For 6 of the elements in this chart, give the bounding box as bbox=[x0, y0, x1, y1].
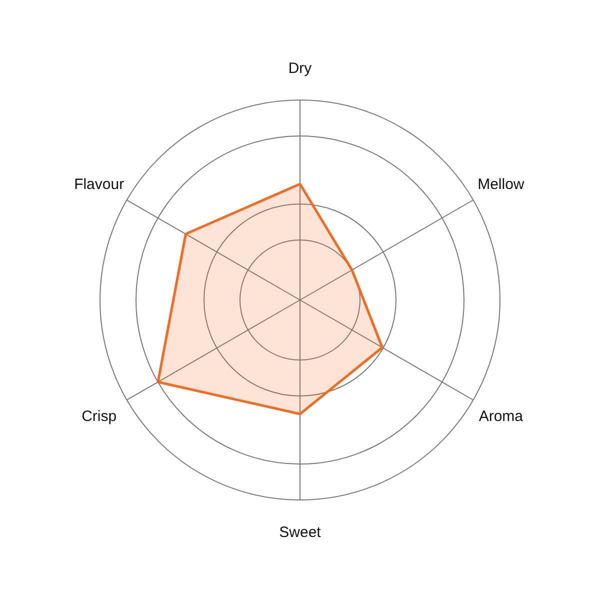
spoke-label: Dry bbox=[288, 60, 312, 77]
spoke-label: Crisp bbox=[82, 408, 117, 425]
spoke-label: Flavour bbox=[74, 176, 124, 193]
spoke-label: Sweet bbox=[279, 524, 322, 541]
spoke-label: Mellow bbox=[478, 176, 524, 193]
spoke-label: Aroma bbox=[478, 408, 524, 425]
